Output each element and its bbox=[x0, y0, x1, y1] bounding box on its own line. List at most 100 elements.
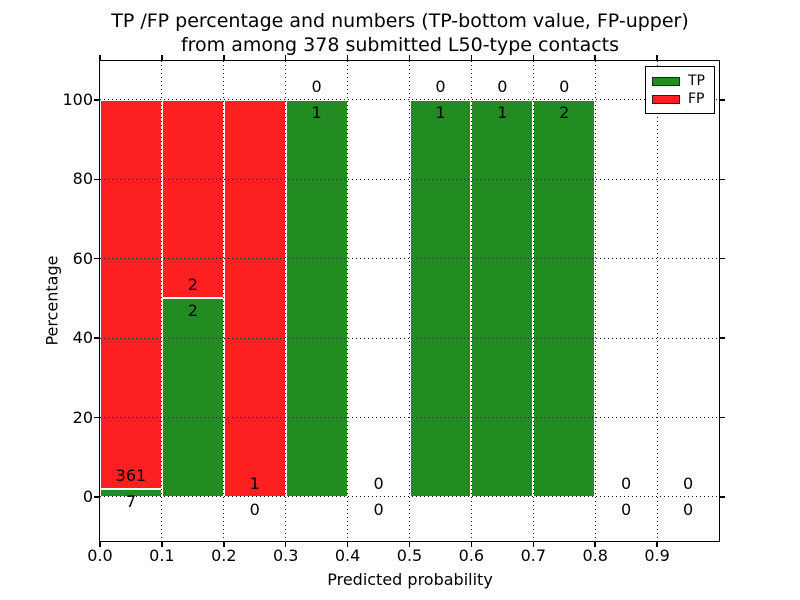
y-axis-label: Percentage bbox=[42, 255, 62, 346]
tick-x-bottom bbox=[346, 542, 349, 547]
gridline-x bbox=[347, 61, 349, 541]
tick-y-left bbox=[94, 416, 99, 419]
ytick-label: 60 bbox=[72, 248, 93, 268]
fp-swatch-icon bbox=[652, 94, 680, 104]
gridline-y bbox=[100, 178, 719, 180]
xtick-label: 0.7 bbox=[520, 546, 547, 565]
tick-x-top bbox=[99, 55, 101, 60]
bar-segment-tp bbox=[471, 99, 534, 497]
fp-count-label: 361 bbox=[115, 466, 147, 486]
legend-item-tp: TP bbox=[652, 74, 714, 88]
tick-y-right bbox=[720, 496, 725, 498]
tick-x-bottom bbox=[99, 542, 101, 547]
bar-segment-tp bbox=[285, 99, 348, 497]
gridline-y bbox=[100, 99, 719, 101]
ytick-label: 80 bbox=[72, 169, 93, 189]
gridline-y bbox=[100, 337, 719, 339]
tick-x-bottom bbox=[656, 542, 658, 547]
tp-swatch-icon bbox=[652, 76, 680, 86]
tick-x-bottom bbox=[408, 542, 411, 547]
xtick-label: 0.6 bbox=[458, 546, 485, 565]
tick-y-left bbox=[94, 178, 99, 181]
tick-y-right bbox=[720, 416, 725, 419]
chart-title-line1: TP /FP percentage and numbers (TP-bottom… bbox=[111, 10, 689, 32]
gridline-x bbox=[594, 61, 596, 541]
tick-x-bottom bbox=[532, 542, 535, 547]
xtick-label: 0.3 bbox=[272, 546, 299, 565]
tick-x-bottom bbox=[161, 542, 163, 547]
tick-x-bottom bbox=[594, 542, 596, 547]
tick-x-bottom bbox=[470, 542, 473, 547]
tick-x-top bbox=[223, 55, 225, 60]
ytick-label: 100 bbox=[62, 89, 93, 109]
gridline-y bbox=[100, 496, 719, 498]
xtick-label: 0.8 bbox=[582, 546, 608, 565]
tp-count-label: 0 bbox=[249, 499, 260, 519]
chart-title-line2: from among 378 submitted L50-type contac… bbox=[180, 34, 620, 56]
tp-count-label: 7 bbox=[125, 492, 137, 512]
tick-y-right bbox=[720, 257, 725, 260]
gridline-x bbox=[409, 61, 410, 541]
xtick-label: 0.0 bbox=[87, 546, 113, 565]
bar-segment-fp bbox=[100, 99, 162, 490]
tp-count-label: 2 bbox=[187, 301, 198, 321]
fp-count-label: 0 bbox=[621, 473, 632, 493]
tick-y-left bbox=[94, 257, 99, 260]
xtick-label: 0.4 bbox=[334, 546, 361, 565]
fp-count-label: 0 bbox=[311, 76, 322, 96]
bar-segment-tp bbox=[161, 298, 224, 497]
tick-x-top bbox=[656, 55, 658, 60]
tick-y-left bbox=[94, 99, 99, 101]
bar-segment-fp bbox=[223, 99, 286, 497]
xtick-label: 0.9 bbox=[644, 546, 670, 565]
legend-label-tp: TP bbox=[688, 73, 705, 89]
legend-label-fp: FP bbox=[688, 91, 705, 107]
gridline-x bbox=[532, 61, 534, 541]
tp-count-label: 0 bbox=[373, 499, 384, 519]
tick-y-right bbox=[720, 178, 725, 181]
tick-y-left bbox=[94, 337, 99, 339]
tp-count-label: 0 bbox=[682, 499, 694, 519]
gridline-x bbox=[470, 61, 472, 541]
ytick-label: 40 bbox=[72, 328, 93, 348]
fp-count-label: 2 bbox=[187, 275, 198, 295]
tp-count-label: 1 bbox=[435, 102, 446, 122]
xtick-label: 0.5 bbox=[396, 546, 423, 565]
ytick-label: 20 bbox=[72, 407, 93, 427]
fp-count-label: 0 bbox=[373, 473, 384, 493]
tick-y-left bbox=[94, 496, 99, 498]
tp-count-label: 1 bbox=[311, 102, 322, 122]
fp-count-label: 1 bbox=[249, 473, 260, 493]
gridline-x bbox=[223, 61, 225, 541]
gridline-y bbox=[100, 417, 719, 419]
bar-segment-tp bbox=[533, 99, 596, 497]
ytick-label: 0 bbox=[82, 486, 93, 506]
chart-title: TP /FP percentage and numbers (TP-bottom… bbox=[0, 9, 800, 57]
fp-count-label: 0 bbox=[497, 76, 508, 96]
tick-x-top bbox=[532, 55, 535, 60]
fp-count-label: 0 bbox=[682, 473, 694, 493]
tp-count-label: 0 bbox=[621, 499, 632, 519]
x-axis-label: Predicted probability bbox=[327, 570, 493, 589]
tick-x-top bbox=[470, 55, 473, 60]
xtick-label: 0.2 bbox=[211, 546, 237, 565]
fp-count-label: 0 bbox=[435, 76, 446, 96]
fp-count-label: 0 bbox=[559, 76, 570, 96]
bar-segment-fp bbox=[161, 99, 224, 299]
tick-x-top bbox=[284, 55, 287, 60]
gridline-y bbox=[100, 258, 719, 260]
tick-x-top bbox=[594, 55, 596, 60]
bar-segment-tp bbox=[409, 99, 472, 497]
tick-x-bottom bbox=[223, 542, 225, 547]
gridline-x bbox=[161, 61, 163, 541]
legend: TP FP bbox=[645, 66, 715, 114]
tick-x-top bbox=[346, 55, 349, 60]
tp-count-label: 2 bbox=[559, 102, 570, 122]
legend-item-fp: FP bbox=[652, 92, 714, 106]
tick-y-right bbox=[720, 99, 725, 101]
tick-x-bottom bbox=[284, 542, 287, 547]
tick-y-right bbox=[720, 337, 725, 339]
tp-count-label: 1 bbox=[497, 102, 508, 122]
gridline-x bbox=[656, 61, 658, 541]
tick-x-top bbox=[408, 55, 411, 60]
